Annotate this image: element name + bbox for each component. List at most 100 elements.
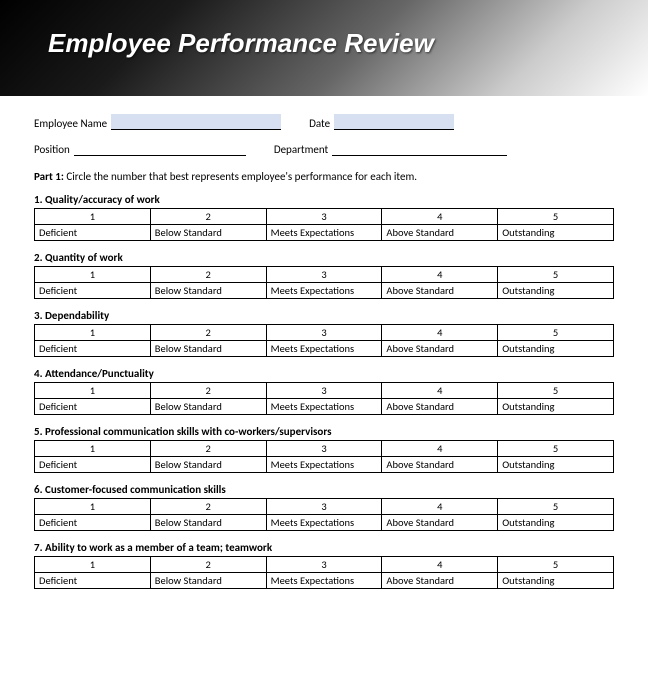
rating-number-cell[interactable]: 1 [35,383,151,399]
rating-label-cell: Deficient [35,283,151,299]
section-title: 1. Quality/accuracy of work [34,193,614,206]
employee-name-input[interactable] [111,114,281,130]
instructions-text: Circle the number that best represents e… [64,170,417,183]
rating-number-row: 12345 [35,209,614,225]
rating-number-cell[interactable]: 5 [498,383,614,399]
rating-label-cell: Outstanding [498,225,614,241]
rating-number-cell[interactable]: 5 [498,325,614,341]
rating-label-cell: Meets Expectations [266,399,382,415]
rating-label-cell: Below Standard [150,225,266,241]
date-field: Date [309,114,454,130]
position-input[interactable] [74,140,246,156]
rating-number-cell[interactable]: 2 [150,209,266,225]
rating-label-cell: Deficient [35,515,151,531]
section-title: 5. Professional communication skills wit… [34,425,614,438]
rating-number-cell[interactable]: 4 [382,325,498,341]
rating-number-cell[interactable]: 5 [498,441,614,457]
rating-section: 4. Attendance/Punctuality12345DeficientB… [34,367,614,415]
rating-number-row: 12345 [35,383,614,399]
rating-number-cell[interactable]: 3 [266,267,382,283]
rating-label-cell: Outstanding [498,283,614,299]
rating-number-cell[interactable]: 1 [35,557,151,573]
instructions: Part 1: Circle the number that best repr… [34,170,614,183]
rating-number-cell[interactable]: 5 [498,209,614,225]
rating-label-cell: Above Standard [382,399,498,415]
section-title: 2. Quantity of work [34,251,614,264]
rating-number-cell[interactable]: 2 [150,383,266,399]
rating-section: 6. Customer-focused communication skills… [34,483,614,531]
rating-number-cell[interactable]: 2 [150,325,266,341]
banner: Employee Performance Review [0,0,648,96]
rating-section: 7. Ability to work as a member of a team… [34,541,614,589]
rating-number-cell[interactable]: 2 [150,499,266,515]
rating-number-row: 12345 [35,557,614,573]
date-label: Date [309,117,334,130]
rating-number-cell[interactable]: 1 [35,325,151,341]
rating-number-cell[interactable]: 2 [150,557,266,573]
rating-number-cell[interactable]: 4 [382,267,498,283]
rating-label-cell: Outstanding [498,515,614,531]
department-field: Department [274,140,507,156]
rating-number-cell[interactable]: 3 [266,209,382,225]
rating-number-row: 12345 [35,499,614,515]
rating-number-cell[interactable]: 1 [35,209,151,225]
rating-number-cell[interactable]: 1 [35,267,151,283]
employee-name-label: Employee Name [34,117,111,130]
section-title: 6. Customer-focused communication skills [34,483,614,496]
rating-label-cell: Below Standard [150,573,266,589]
rating-table: 12345DeficientBelow StandardMeets Expect… [34,266,614,299]
section-title: 4. Attendance/Punctuality [34,367,614,380]
rating-number-cell[interactable]: 3 [266,383,382,399]
rating-label-cell: Deficient [35,573,151,589]
rating-label-cell: Above Standard [382,283,498,299]
rating-section: 5. Professional communication skills wit… [34,425,614,473]
rating-number-cell[interactable]: 2 [150,267,266,283]
employee-name-field: Employee Name [34,114,281,130]
rating-label-cell: Above Standard [382,225,498,241]
department-input[interactable] [332,140,507,156]
date-input[interactable] [334,114,454,130]
rating-label-row: DeficientBelow StandardMeets Expectation… [35,457,614,473]
rating-label-cell: Deficient [35,225,151,241]
rating-number-cell[interactable]: 4 [382,383,498,399]
rating-number-row: 12345 [35,325,614,341]
rating-label-cell: Meets Expectations [266,457,382,473]
section-title: 3. Dependability [34,309,614,322]
rating-number-row: 12345 [35,267,614,283]
rating-number-cell[interactable]: 4 [382,209,498,225]
rating-label-cell: Below Standard [150,457,266,473]
rating-label-cell: Outstanding [498,399,614,415]
rating-label-cell: Above Standard [382,341,498,357]
rating-number-cell[interactable]: 5 [498,267,614,283]
rating-table: 12345DeficientBelow StandardMeets Expect… [34,556,614,589]
rating-number-cell[interactable]: 1 [35,441,151,457]
section-title: 7. Ability to work as a member of a team… [34,541,614,554]
rating-number-cell[interactable]: 3 [266,557,382,573]
department-label: Department [274,143,332,156]
rating-label-row: DeficientBelow StandardMeets Expectation… [35,283,614,299]
rating-label-row: DeficientBelow StandardMeets Expectation… [35,341,614,357]
rating-number-cell[interactable]: 2 [150,441,266,457]
rating-number-cell[interactable]: 3 [266,441,382,457]
rating-section: 2. Quantity of work 12345DeficientBelow S… [34,251,614,299]
rating-number-cell[interactable]: 4 [382,441,498,457]
rating-table: 12345DeficientBelow StandardMeets Expect… [34,440,614,473]
rating-label-cell: Below Standard [150,341,266,357]
rating-label-cell: Outstanding [498,573,614,589]
rating-number-cell[interactable]: 3 [266,499,382,515]
rating-table: 12345DeficientBelow StandardMeets Expect… [34,208,614,241]
rating-number-cell[interactable]: 4 [382,499,498,515]
rating-table: 12345DeficientBelow StandardMeets Expect… [34,498,614,531]
rating-number-cell[interactable]: 5 [498,557,614,573]
rating-label-cell: Meets Expectations [266,573,382,589]
rating-number-cell[interactable]: 5 [498,499,614,515]
rating-label-cell: Outstanding [498,341,614,357]
info-row-2: Position Department [34,140,614,156]
rating-number-cell[interactable]: 1 [35,499,151,515]
rating-label-cell: Above Standard [382,457,498,473]
rating-label-cell: Meets Expectations [266,283,382,299]
rating-number-cell[interactable]: 3 [266,325,382,341]
rating-section: 3. Dependability 12345DeficientBelow Stan… [34,309,614,357]
position-label: Position [34,143,74,156]
rating-number-cell[interactable]: 4 [382,557,498,573]
